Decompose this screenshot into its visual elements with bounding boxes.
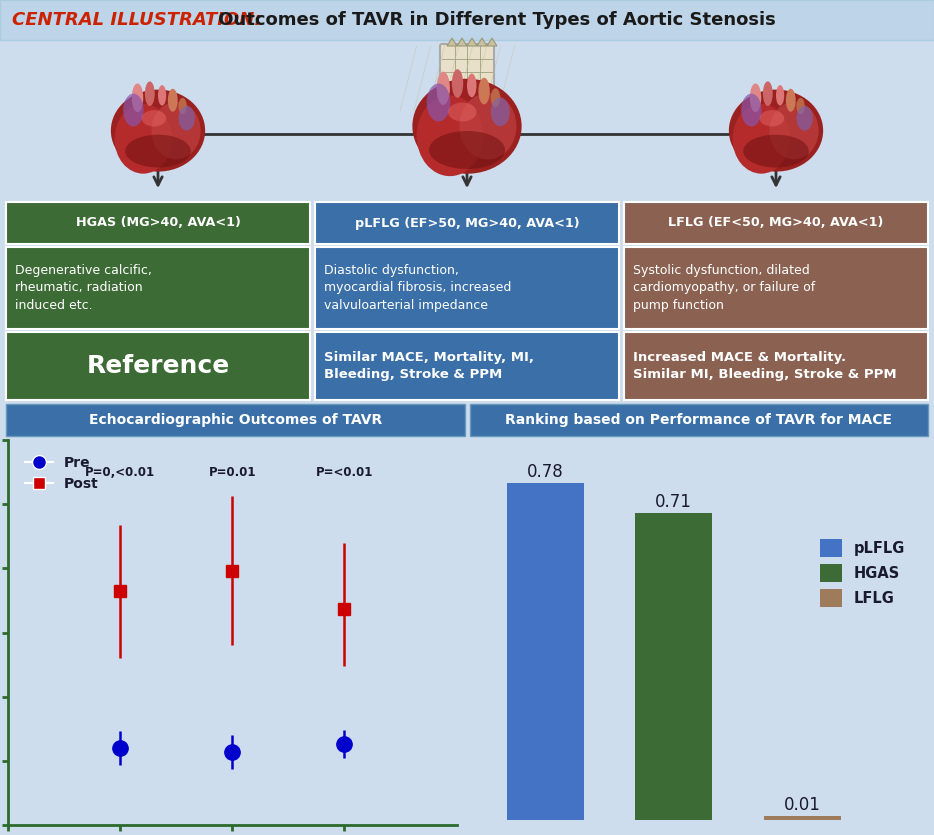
- Text: Outcomes of TAVR in Different Types of Aortic Stenosis: Outcomes of TAVR in Different Types of A…: [212, 11, 776, 29]
- Ellipse shape: [142, 110, 166, 126]
- Text: P=<0.01: P=<0.01: [316, 466, 373, 479]
- Ellipse shape: [467, 73, 476, 97]
- FancyBboxPatch shape: [315, 332, 619, 400]
- Ellipse shape: [429, 131, 505, 169]
- FancyBboxPatch shape: [438, 108, 496, 120]
- Polygon shape: [487, 38, 497, 46]
- Text: 0.78: 0.78: [527, 463, 563, 481]
- Ellipse shape: [168, 89, 177, 112]
- Text: Systolic dysfunction, dilated
cardiomyopathy, or failure of
pump function: Systolic dysfunction, dilated cardiomyop…: [633, 264, 815, 312]
- Ellipse shape: [490, 98, 510, 126]
- Ellipse shape: [797, 106, 813, 130]
- FancyBboxPatch shape: [624, 247, 928, 329]
- FancyBboxPatch shape: [624, 202, 928, 244]
- Text: Echocardiographic Outcomes of TAVR: Echocardiographic Outcomes of TAVR: [89, 413, 382, 427]
- Ellipse shape: [732, 104, 790, 174]
- Ellipse shape: [123, 94, 144, 126]
- Ellipse shape: [111, 89, 205, 172]
- Ellipse shape: [478, 78, 489, 104]
- Ellipse shape: [763, 81, 772, 106]
- Text: 0.01: 0.01: [784, 796, 821, 813]
- Ellipse shape: [759, 110, 785, 126]
- Ellipse shape: [743, 134, 809, 168]
- Polygon shape: [467, 38, 477, 46]
- Ellipse shape: [132, 84, 143, 112]
- Ellipse shape: [417, 95, 483, 176]
- Polygon shape: [457, 38, 467, 46]
- Legend: Pre, Post: Pre, Post: [20, 451, 105, 497]
- Ellipse shape: [413, 78, 521, 174]
- Ellipse shape: [178, 98, 187, 114]
- Ellipse shape: [750, 84, 761, 112]
- Text: LFLG (EF<50, MG>40, AVA<1): LFLG (EF<50, MG>40, AVA<1): [669, 216, 884, 230]
- Ellipse shape: [427, 84, 450, 122]
- Ellipse shape: [729, 89, 823, 172]
- Text: HGAS (MG>40, AVA<1): HGAS (MG>40, AVA<1): [76, 216, 240, 230]
- Ellipse shape: [460, 93, 517, 159]
- Ellipse shape: [797, 98, 805, 114]
- FancyBboxPatch shape: [6, 404, 464, 436]
- Ellipse shape: [490, 89, 501, 107]
- Ellipse shape: [770, 102, 818, 159]
- FancyBboxPatch shape: [6, 247, 310, 329]
- Ellipse shape: [151, 102, 201, 159]
- Polygon shape: [477, 38, 487, 46]
- Ellipse shape: [178, 106, 195, 130]
- FancyBboxPatch shape: [6, 202, 310, 244]
- Ellipse shape: [115, 104, 172, 174]
- Text: 0.71: 0.71: [656, 493, 692, 511]
- Ellipse shape: [785, 89, 796, 112]
- Text: Increased MACE & Mortality.
Similar MI, Bleeding, Stroke & PPM: Increased MACE & Mortality. Similar MI, …: [633, 351, 897, 381]
- Ellipse shape: [145, 81, 155, 106]
- Text: Degenerative calcific,
rheumatic, radiation
induced etc.: Degenerative calcific, rheumatic, radiat…: [15, 264, 152, 312]
- Ellipse shape: [436, 72, 450, 105]
- FancyBboxPatch shape: [470, 404, 928, 436]
- Ellipse shape: [742, 94, 761, 126]
- Text: P=0.01: P=0.01: [208, 466, 256, 479]
- Bar: [506, 483, 584, 820]
- Ellipse shape: [448, 103, 476, 122]
- FancyBboxPatch shape: [0, 0, 934, 40]
- Text: Reference: Reference: [86, 354, 230, 378]
- FancyBboxPatch shape: [6, 332, 310, 400]
- Text: pLFLG (EF>50, MG>40, AVA<1): pLFLG (EF>50, MG>40, AVA<1): [355, 216, 579, 230]
- Ellipse shape: [452, 69, 463, 98]
- Ellipse shape: [125, 134, 191, 168]
- FancyBboxPatch shape: [440, 44, 494, 113]
- FancyBboxPatch shape: [315, 202, 619, 244]
- Text: Similar MACE, Mortality, MI,
Bleeding, Stroke & PPM: Similar MACE, Mortality, MI, Bleeding, S…: [324, 351, 534, 381]
- Text: P=0,<0.01: P=0,<0.01: [85, 466, 155, 479]
- Polygon shape: [447, 38, 457, 46]
- Text: Ranking based on Performance of TAVR for MACE: Ranking based on Performance of TAVR for…: [505, 413, 892, 427]
- Bar: [764, 816, 841, 820]
- Text: CENTRAL ILLUSTRATION:: CENTRAL ILLUSTRATION:: [12, 11, 262, 29]
- Ellipse shape: [776, 85, 785, 105]
- Ellipse shape: [158, 85, 166, 105]
- FancyBboxPatch shape: [624, 332, 928, 400]
- Bar: [635, 514, 713, 820]
- Legend: pLFLG, HGAS, LFLG: pLFLG, HGAS, LFLG: [814, 534, 911, 613]
- Text: Diastolic dysfunction,
myocardial fibrosis, increased
valvuloarterial impedance: Diastolic dysfunction, myocardial fibros…: [324, 264, 512, 312]
- FancyBboxPatch shape: [315, 247, 619, 329]
